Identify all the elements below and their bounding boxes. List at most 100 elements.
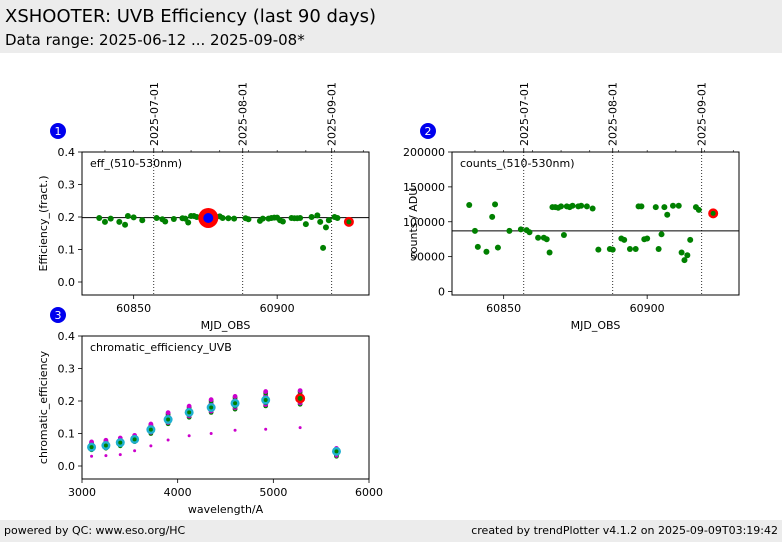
panel2-data-point xyxy=(506,228,512,234)
panel2-data-point xyxy=(656,246,662,252)
panel2-data-point xyxy=(578,203,584,209)
panel1-y-tick-label: 0.3 xyxy=(58,179,76,192)
panel3-reference-point xyxy=(234,429,237,432)
panel3-last-point-core xyxy=(298,396,303,401)
panel2-data-point xyxy=(610,247,616,253)
panel3-data-point-ref xyxy=(298,388,303,393)
panel3-current-point-core xyxy=(334,449,338,453)
panel3-current-point-core xyxy=(90,445,94,449)
panel1-data-point xyxy=(116,219,122,225)
panel3-y-tick-label: 0.1 xyxy=(58,428,76,441)
panel2-date-label: 2025-07-01 xyxy=(518,82,531,146)
panel2-data-point xyxy=(489,214,495,220)
panel1-data-point xyxy=(122,222,128,228)
panel3-x-tick-label: 3000 xyxy=(68,486,96,499)
footer-bar: powered by QC: www.eso.org/HC created by… xyxy=(0,520,782,542)
panel3-reference-point xyxy=(133,449,136,452)
panel2-date-label: 2025-09-01 xyxy=(696,82,709,146)
panel1-data-point xyxy=(139,217,145,223)
panel2-data-point xyxy=(518,226,524,232)
panel3-x-tick-label: 4000 xyxy=(164,486,192,499)
panel1-data-point xyxy=(297,215,303,221)
panel3-x-tick-label: 6000 xyxy=(355,486,383,499)
panel2-data-point xyxy=(547,249,553,255)
panel2-data-point xyxy=(595,247,601,253)
panel2-data-point xyxy=(483,249,489,255)
panel3-y-tick-label: 0.0 xyxy=(58,460,76,473)
panel1-data-point xyxy=(245,216,251,222)
panel1-y-tick-label: 0.1 xyxy=(58,244,76,257)
panel1-highlight-point-inner xyxy=(203,213,213,223)
panel2-data-point xyxy=(570,203,576,209)
panel3-y-tick-label: 0.3 xyxy=(58,363,76,376)
panel2-date-label: 2025-08-01 xyxy=(607,82,620,146)
panel3-reference-point xyxy=(149,444,152,447)
panel2-data-point xyxy=(664,212,670,218)
panel3-reference-point xyxy=(188,434,191,437)
panel1-data-point xyxy=(225,215,231,221)
panel2-data-point xyxy=(544,236,550,242)
panel2-data-point xyxy=(679,249,685,255)
panel2-data-point xyxy=(696,207,702,213)
panel2-data-point xyxy=(644,235,650,241)
panel3-series-label: chromatic_efficiency_UVB xyxy=(90,341,232,354)
panel2-x-axis-label: MJD_OBS xyxy=(571,319,621,332)
panel2-data-point xyxy=(495,245,501,251)
panel1-data-point xyxy=(314,212,320,218)
panel2-data-point xyxy=(558,203,564,209)
panel1-data-point xyxy=(326,217,332,223)
panel3-data-point-ref xyxy=(166,410,171,415)
panel2-frame xyxy=(452,152,739,295)
panel2-data-point xyxy=(633,246,639,252)
panel3-current-point-core xyxy=(187,410,191,414)
panel1-data-point xyxy=(108,216,114,222)
panel1-data-point xyxy=(185,220,191,226)
panel3-current-point-core xyxy=(118,441,122,445)
panel1-data-point xyxy=(131,214,137,220)
panel3-current-point-core xyxy=(149,428,153,432)
panel2-x-tick-label: 60900 xyxy=(630,302,665,315)
panel3-y-axis-label: chromatic_efficiency xyxy=(37,350,50,464)
panel2-data-point xyxy=(472,228,478,234)
panel2-last-point-core xyxy=(711,211,716,216)
panel1-data-point xyxy=(125,213,131,219)
panel3-reference-point xyxy=(90,455,93,458)
panel2-x-tick-label: 60850 xyxy=(486,302,521,315)
panel3-current-point-core xyxy=(233,401,237,405)
panel2-data-point xyxy=(526,229,532,235)
panel2-data-point xyxy=(561,232,567,238)
panel2-data-point xyxy=(659,231,665,237)
panel2-data-point xyxy=(492,201,498,207)
panel1-date-label: 2025-09-01 xyxy=(326,82,339,146)
panel3-data-point-ref xyxy=(233,394,238,399)
panel3-reference-point xyxy=(119,453,122,456)
panel3-x-axis-label: wavelength/A xyxy=(188,503,264,516)
panel2-data-point xyxy=(661,204,667,210)
panel3-current-point-core xyxy=(133,437,137,441)
panel3-data-point-ref xyxy=(209,397,214,402)
panel2-data-point xyxy=(584,203,590,209)
panel3-data-point-ref xyxy=(263,389,268,394)
panel1-data-point xyxy=(320,245,326,251)
panel3-reference-point xyxy=(210,432,213,435)
panel1-last-point-core xyxy=(346,219,351,224)
panel1-date-label: 2025-08-01 xyxy=(237,82,250,146)
panel3-frame xyxy=(82,336,369,479)
panel1-y-tick-label: 0.4 xyxy=(58,146,76,159)
panel2-data-point xyxy=(653,204,659,210)
panel2-data-point xyxy=(466,202,472,208)
panel1-data-point xyxy=(96,215,102,221)
panel2-data-point xyxy=(676,203,682,209)
panel1-data-point xyxy=(317,219,323,225)
panel3-reference-point xyxy=(264,428,267,431)
panel3-y-tick-label: 0.4 xyxy=(58,330,76,343)
panel2-data-point xyxy=(638,203,644,209)
panel2-data-point xyxy=(475,244,481,250)
panel1-x-axis-label: MJD_OBS xyxy=(201,319,251,332)
panel1-data-point xyxy=(309,214,315,220)
panel1-data-point xyxy=(162,219,168,225)
panel3-current-point-core xyxy=(209,406,213,410)
panel1-y-tick-label: 0.2 xyxy=(58,211,76,224)
trend-charts: 1 2025-07-01 2025-08-01 2025-09-01 60850 6090… xyxy=(0,0,782,520)
footer-created-by: created by trendPlotter v4.1.2 on 2025-0… xyxy=(471,524,778,537)
